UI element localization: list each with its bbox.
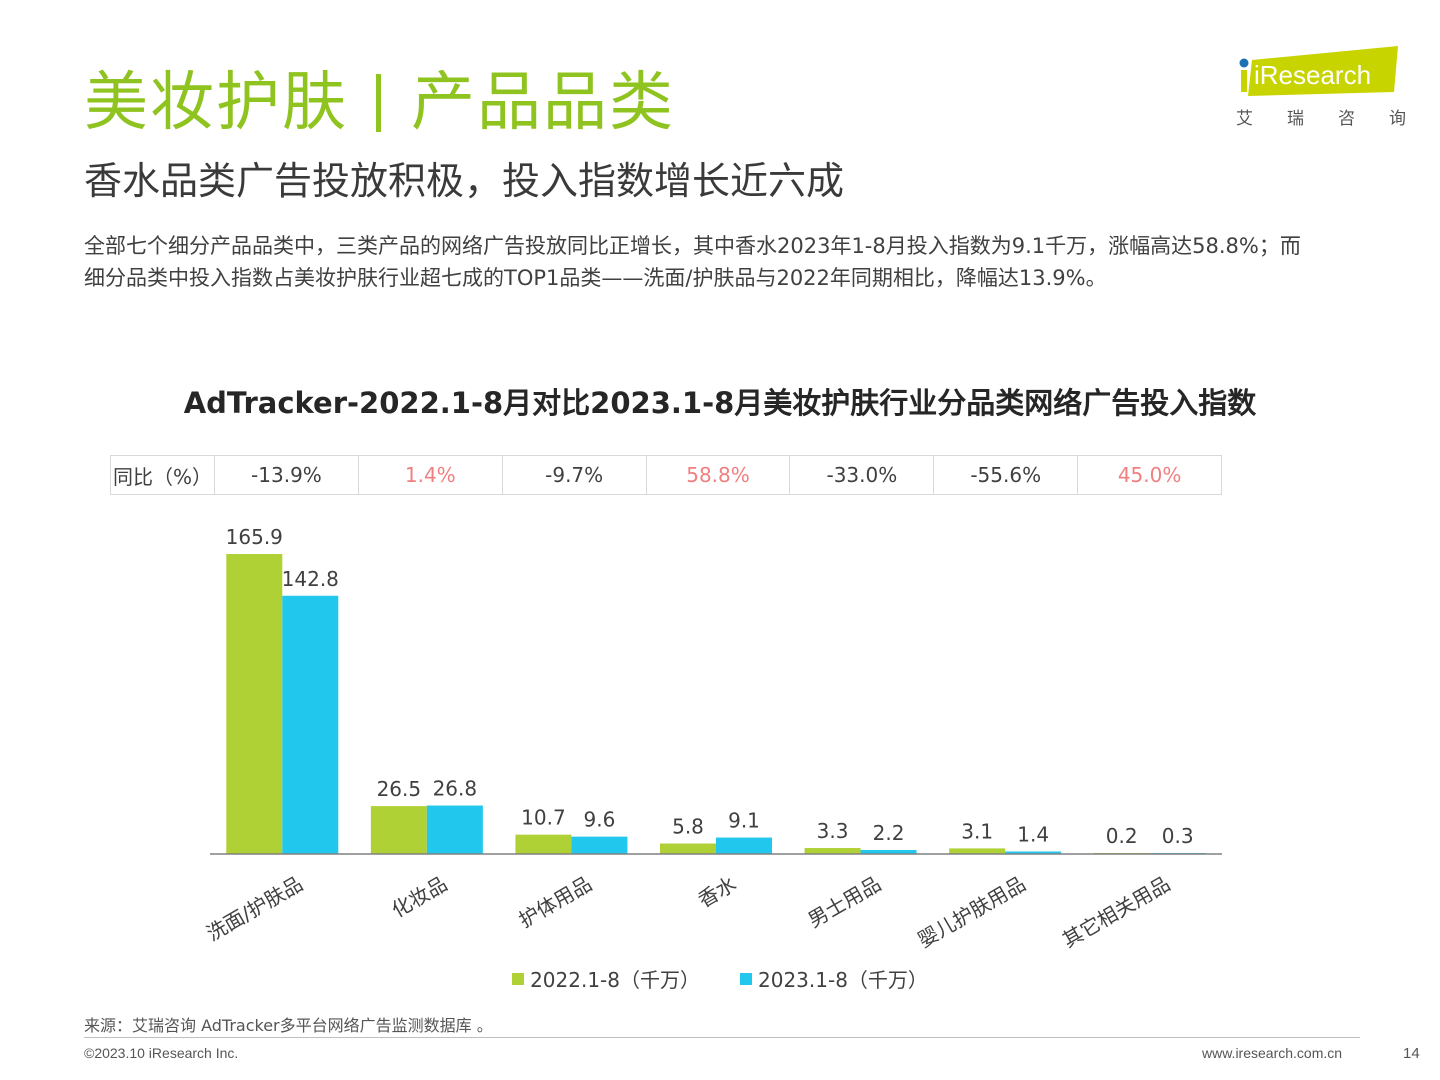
category-label: 化妆品 (387, 872, 451, 923)
data-label: 1.4 (1017, 822, 1049, 846)
data-label: 26.8 (433, 777, 478, 801)
bar (860, 850, 917, 854)
logo-char: 咨 (1338, 109, 1355, 129)
logo-dot (1239, 58, 1249, 68)
legend-item-2022: 2022.1-8（千万） (512, 964, 700, 993)
data-label: 26.5 (377, 777, 422, 801)
logo-subtitle: 艾 瑞 咨 询 (1236, 104, 1406, 129)
bar (571, 836, 628, 854)
yoy-table-label: 同比（%） (111, 456, 215, 494)
bar (426, 805, 483, 854)
yoy-cell: -9.7% (503, 456, 647, 494)
summary-text: 全部七个细分产品品类中，三类产品的网络广告投放同比正增长，其中香水2023年1-… (84, 230, 1374, 294)
data-label: 165.9 (226, 525, 283, 549)
bar (515, 834, 572, 854)
data-label: 9.1 (728, 809, 760, 833)
yoy-cell: -33.0% (790, 456, 935, 494)
title-divider (376, 74, 381, 132)
legend-item-2023: 2023.1-8（千万） (740, 964, 928, 993)
category-label: 香水 (694, 872, 741, 913)
data-label: 5.8 (672, 815, 704, 839)
bar (804, 848, 861, 854)
yoy-cell: -13.9% (215, 456, 359, 494)
logo-char: 瑞 (1287, 109, 1304, 129)
title-right: 产品品类 (411, 66, 675, 140)
bar (1005, 851, 1062, 854)
bar (370, 806, 427, 854)
yoy-cell: 1.4% (359, 456, 503, 494)
page-title: 美妆护肤 产品品类 (84, 58, 675, 148)
yoy-table: 同比（%） -13.9% 1.4% -9.7% 58.8% -33.0% -55… (110, 455, 1222, 495)
logo-text: iResearch (1254, 60, 1371, 90)
bar (282, 595, 339, 854)
website-link[interactable]: www.iresearch.com.cn (1202, 1045, 1343, 1061)
logo-char: 询 (1389, 109, 1406, 129)
summary-line-2: 细分品类中投入指数占美妆护肤行业超七成的TOP1品类——洗面/护肤品与2022年… (84, 266, 1107, 290)
legend-swatch-2022 (512, 972, 525, 985)
bar (660, 843, 716, 854)
legend-label-2022: 2022.1-8（千万） (530, 968, 700, 992)
data-label: 3.1 (961, 819, 993, 843)
data-label: 3.3 (817, 819, 849, 843)
legend-swatch-2023 (740, 972, 752, 985)
source-note: 来源：艾瑞咨询 AdTracker多平台网络广告监测数据库 。 (84, 1016, 493, 1035)
category-label: 护体用品 (515, 872, 596, 933)
yoy-cell: 58.8% (647, 456, 791, 494)
data-label: 9.6 (584, 808, 616, 832)
bar (949, 848, 1006, 854)
page-number: 14 (1403, 1045, 1420, 1062)
yoy-cell: 45.0% (1117, 463, 1182, 487)
logo-banner-shape (1248, 46, 1398, 96)
iresearch-logo: iResearch (1239, 46, 1398, 96)
copyright: ©2023.10 iResearch Inc. (84, 1045, 239, 1061)
footer-divider (84, 1037, 1360, 1038)
summary-line-1: 全部七个细分产品品类中，三类产品的网络广告投放同比正增长，其中香水2023年1-… (84, 234, 1301, 258)
category-label: 婴儿护肤用品 (914, 872, 1030, 953)
data-label: 0.2 (1106, 824, 1138, 848)
data-label: 0.3 (1162, 824, 1194, 848)
logo-char: 艾 (1236, 109, 1253, 129)
category-label: 男士用品 (804, 872, 885, 933)
bar (226, 554, 283, 854)
category-label: 洗面/护肤品 (202, 872, 306, 946)
chart-title: AdTracker-2022.1-8月对比2023.1-8月美妆护肤行业分品类网… (183, 386, 1257, 420)
yoy-cell: -55.6% (934, 456, 1079, 494)
page-subtitle: 香水品类广告投放积极，投入指数增长近六成 (84, 159, 845, 203)
category-label: 其它相关用品 (1058, 872, 1174, 953)
bar (716, 837, 772, 854)
logo-i-stem (1241, 70, 1247, 92)
data-label: 10.7 (521, 806, 566, 830)
data-label: 2.2 (873, 821, 905, 845)
chart-legend: 2022.1-8（千万） 2023.1-8（千万） (0, 964, 1440, 993)
bar-chart: 165.9 142.8 洗面/护肤品 26.5 26.8 化妆品 10.7 9.6 护体用品 5.… (202, 525, 1222, 953)
title-left: 美妆护肤 (84, 66, 348, 140)
legend-label-2023: 2023.1-8（千万） (758, 968, 928, 992)
data-label: 142.8 (282, 567, 339, 591)
